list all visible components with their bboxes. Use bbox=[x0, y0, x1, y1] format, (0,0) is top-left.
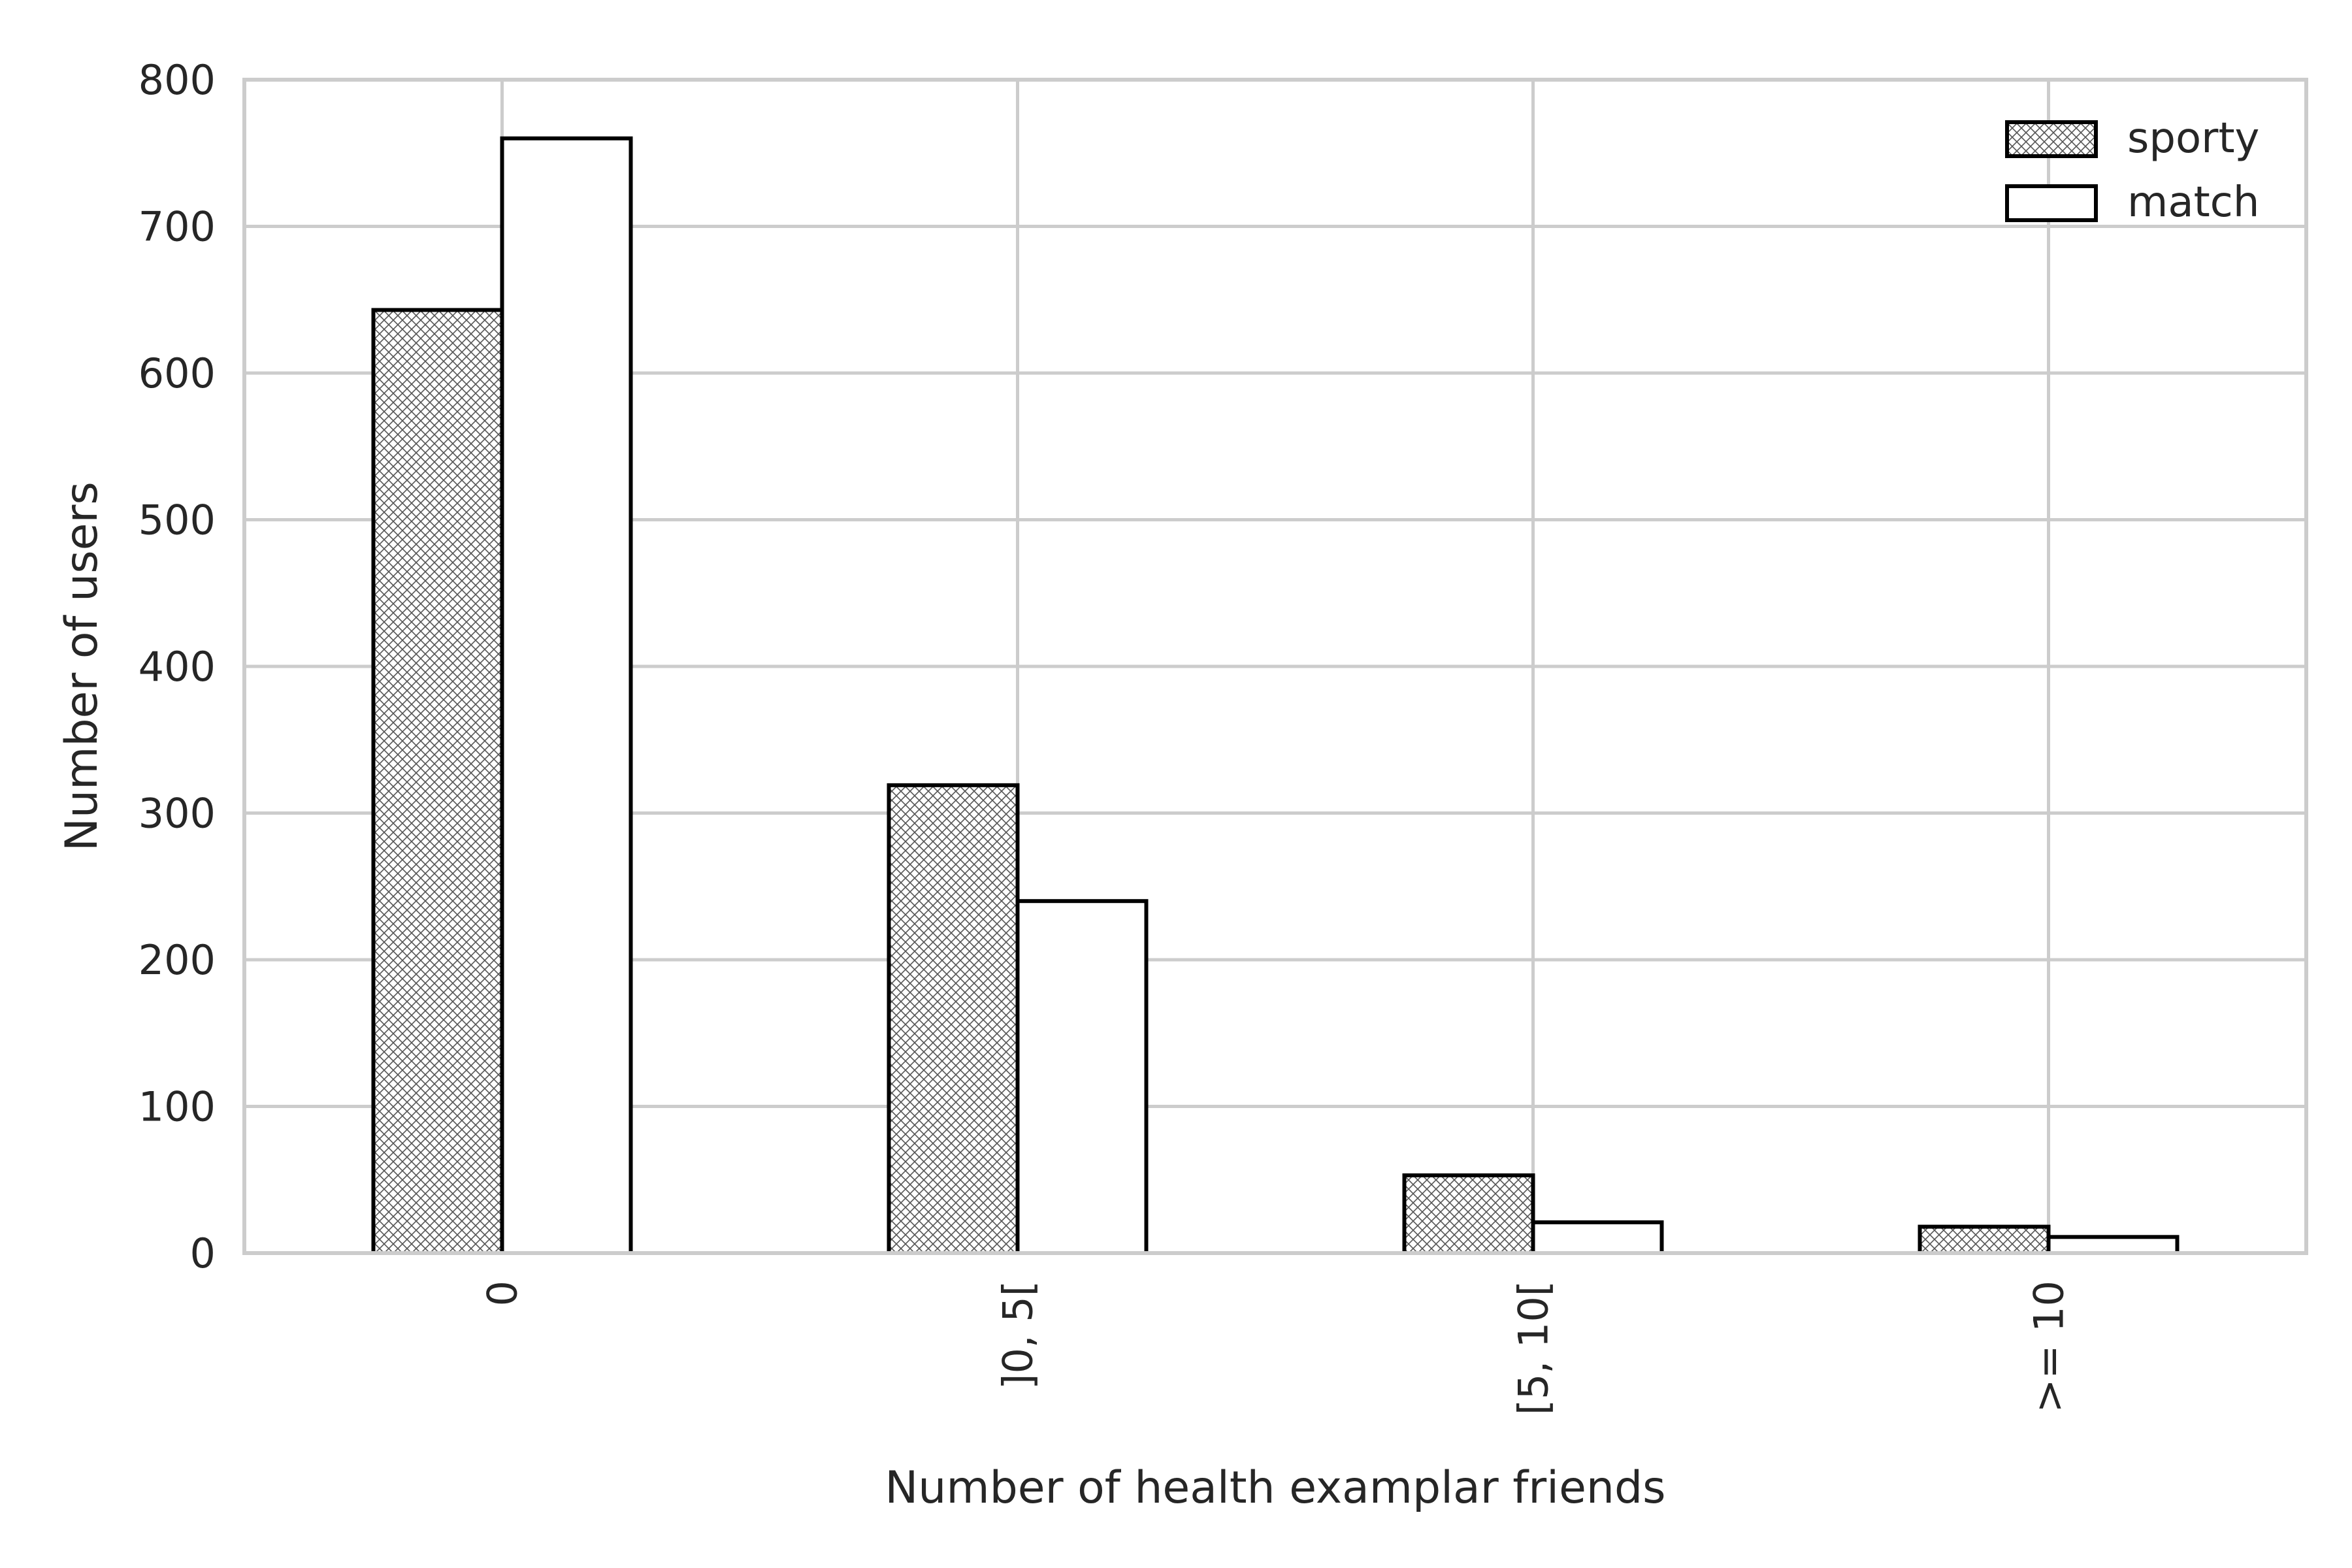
y-axis-label: Number of users bbox=[56, 482, 108, 851]
y-tick-label: 600 bbox=[139, 350, 216, 397]
plot-frame bbox=[242, 78, 2308, 1255]
bars bbox=[371, 136, 2180, 1256]
x-tick-label: ]0, 5[ bbox=[994, 1281, 1042, 1390]
bar-match-1 bbox=[1015, 899, 1149, 1255]
bar-sporty-1 bbox=[887, 783, 1020, 1255]
legend: sporty match bbox=[2005, 114, 2259, 227]
x-tick-label: [5, 10[ bbox=[1510, 1281, 1558, 1415]
legend-swatch-match bbox=[2005, 184, 2098, 222]
y-tick-label: 200 bbox=[139, 936, 216, 984]
bar-sporty-3 bbox=[1918, 1224, 2051, 1255]
x-tick-label: 0 bbox=[479, 1281, 527, 1306]
bar-sporty-2 bbox=[1402, 1173, 1535, 1256]
y-tick-labels: 0 100 200 300 400 500 600 700 800 bbox=[139, 56, 216, 1277]
bar-sporty-0 bbox=[371, 308, 504, 1256]
y-tick-label: 800 bbox=[139, 56, 216, 104]
y-tick-label: 400 bbox=[139, 643, 216, 691]
legend-label-match: match bbox=[2127, 178, 2259, 227]
x-tick-labels: 0 ]0, 5[ [5, 10[ >= 10 bbox=[479, 1281, 2073, 1415]
legend-swatch-sporty bbox=[2005, 120, 2098, 158]
x-tick-label: >= 10 bbox=[2025, 1281, 2073, 1413]
y-tick-label: 100 bbox=[139, 1083, 216, 1131]
bar-match-2 bbox=[1531, 1220, 1664, 1255]
x-axis-label: Number of health examplar friends bbox=[885, 1462, 1665, 1514]
y-tick-label: 500 bbox=[139, 497, 216, 544]
bar-match-3 bbox=[2046, 1235, 2180, 1256]
bar-match-0 bbox=[500, 136, 633, 1255]
legend-label-sporty: sporty bbox=[2127, 114, 2259, 163]
y-tick-label: 0 bbox=[190, 1230, 216, 1277]
y-tick-label: 700 bbox=[139, 203, 216, 251]
y-tick-label: 300 bbox=[139, 790, 216, 838]
